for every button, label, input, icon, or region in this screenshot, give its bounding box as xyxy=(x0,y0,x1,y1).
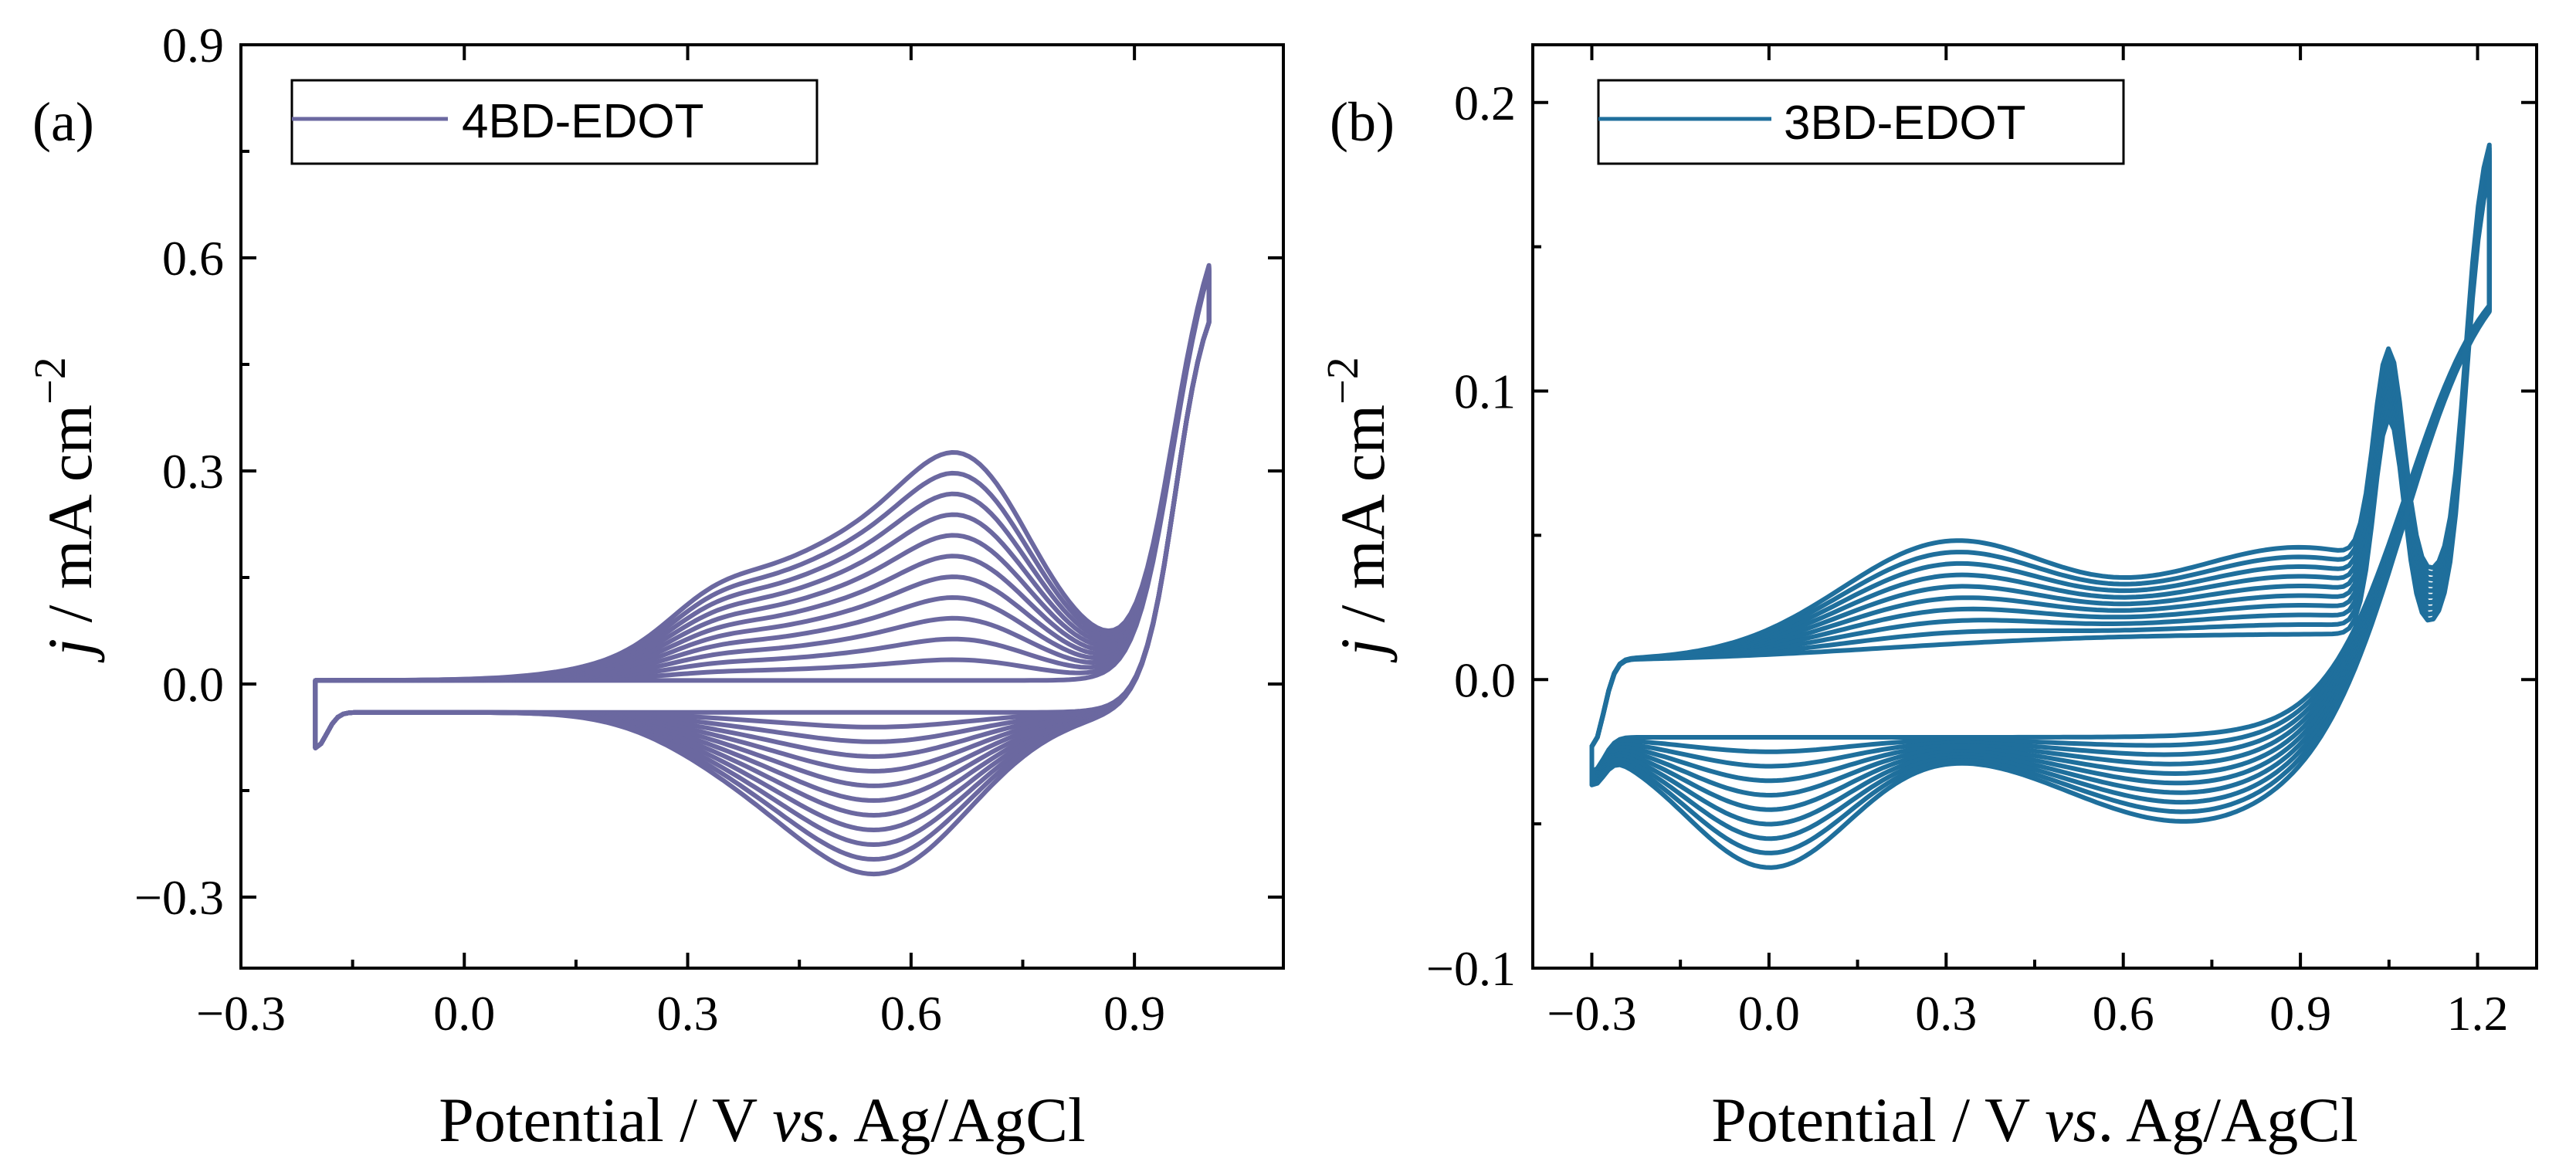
cv-cycle-4 xyxy=(1589,162,2492,784)
x-tick-label: 0.3 xyxy=(657,986,719,1041)
cv-cycle-5 xyxy=(313,267,1212,774)
y-tick-label: 0.0 xyxy=(1454,652,1516,707)
cv-cycle-12 xyxy=(313,262,1212,877)
x-tick-label: 0.6 xyxy=(2093,986,2154,1041)
cv-cycle-3 xyxy=(313,268,1212,750)
x-tick-label: 0.0 xyxy=(1738,986,1800,1041)
y-tick-label: 0.0 xyxy=(162,657,224,712)
legend-box-b xyxy=(1597,79,2125,165)
x-tick-label: 0.9 xyxy=(1103,986,1165,1041)
legend-box-a xyxy=(290,79,819,165)
cv-cycle-1 xyxy=(313,269,1212,750)
cv-cycle-6 xyxy=(313,266,1212,788)
y-tick-label: 0.1 xyxy=(1454,364,1516,419)
y-tick-label: −0.1 xyxy=(1426,941,1516,996)
ticks-a: −0.3 0.0 0.3 0.6 0.9 −0.3 0.0 0.3 0.6 0.9 xyxy=(134,18,1283,1041)
cv-cycle-2 xyxy=(1589,169,2492,776)
y-tick-label: −0.3 xyxy=(134,870,224,925)
cv-cycle-11 xyxy=(313,263,1212,862)
x-tick-label: 0.6 xyxy=(880,986,942,1041)
panel-label-a: (a) xyxy=(32,91,94,153)
plot-frame-b xyxy=(1531,43,2538,970)
panel-a: −0.3 0.0 0.3 0.6 0.9 −0.3 0.0 0.3 0.6 0.9 (a) 4BD… xyxy=(25,18,1285,1155)
x-axis-title-a: Potential / V vs. Ag/AgCl xyxy=(439,1085,1086,1155)
x-tick-label: −0.3 xyxy=(1547,986,1636,1041)
cv-cycle-8 xyxy=(313,265,1212,818)
ticks-b: −0.3 0.0 0.3 0.6 0.9 1.2 −0.1 0.0 0.1 0.2 xyxy=(1426,45,2537,1041)
x-tick-label: 0.9 xyxy=(2269,986,2331,1041)
cv-cycle-1 xyxy=(1589,172,2492,774)
y-tick-label: 0.6 xyxy=(162,231,224,286)
legend-a: 4BD-EDOT xyxy=(290,79,819,165)
x-axis-title-b: Potential / V vs. Ag/AgCl xyxy=(1711,1085,2358,1155)
y-axis-title-a: j / mA cm−2 xyxy=(25,357,105,662)
y-tick-label: 0.2 xyxy=(1454,76,1516,130)
cv-cycle-7 xyxy=(1589,152,2492,827)
x-tick-label: 1.2 xyxy=(2447,986,2509,1041)
legend-b: 3BD-EDOT xyxy=(1597,79,2125,165)
panel-b: −0.3 0.0 0.3 0.6 0.9 1.2 −0.1 0.0 0.1 0.2 (b) 3BD… xyxy=(1317,43,2538,1155)
cv-cycle-10 xyxy=(1589,142,2492,870)
x-tick-label: 0.0 xyxy=(433,986,495,1041)
cv-cycle-4 xyxy=(313,267,1212,759)
cv-curves-4bd-edot xyxy=(313,262,1212,877)
cv-cycle-3 xyxy=(1589,165,2492,777)
legend-label-3bd-edot: 3BD-EDOT xyxy=(1784,97,2025,150)
cv-cycle-2 xyxy=(313,269,1212,750)
cv-cycle-5 xyxy=(1589,159,2492,798)
x-tick-label: 0.3 xyxy=(1915,986,1977,1041)
cv-cycle-6 xyxy=(1589,156,2492,812)
y-tick-label: 0.9 xyxy=(162,18,224,73)
y-tick-label: 0.3 xyxy=(162,444,224,499)
x-tick-label: −0.3 xyxy=(196,986,286,1041)
panel-label-b: (b) xyxy=(1330,91,1395,153)
cv-curves-3bd-edot xyxy=(1589,142,2492,870)
plot-frame-a xyxy=(239,43,1285,970)
legend-label-4bd-edot: 4BD-EDOT xyxy=(462,95,703,148)
y-axis-title-b: j / mA cm−2 xyxy=(1317,357,1398,662)
